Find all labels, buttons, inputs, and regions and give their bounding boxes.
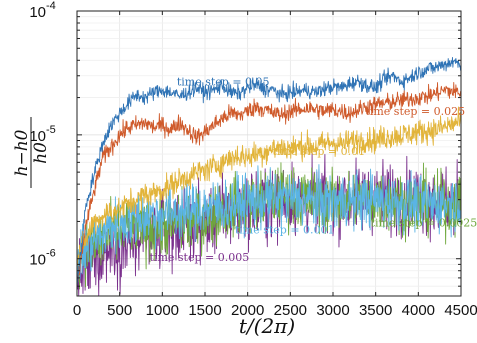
series-annotation: time step = 0.025 <box>365 105 465 118</box>
y-axis-label: h−h0 h0 <box>12 117 51 188</box>
y-tick-label-exponent: -6 <box>46 248 56 260</box>
annotations: time step = 0.05 time step = 0.025 time st… <box>150 76 477 264</box>
x-tick-label: 1000 <box>146 302 179 319</box>
y-tick-label-exponent: -4 <box>46 0 56 12</box>
series-line <box>76 164 462 280</box>
x-tick-label: 4500 <box>444 302 477 319</box>
x-tick-label: 0 <box>73 302 81 319</box>
y-tick-label: 10 <box>29 252 46 269</box>
x-tick-label: 1500 <box>188 302 221 319</box>
y-tick-label: 10 <box>29 128 46 145</box>
x-tick-label: 2500 <box>274 302 307 319</box>
y-axis-label-numerator: h−h0 <box>12 129 32 176</box>
series-line <box>76 57 462 286</box>
x-tick-label: 3000 <box>316 302 349 319</box>
series-line <box>76 82 462 284</box>
ticks <box>76 10 462 297</box>
series-layer <box>76 57 462 297</box>
y-tick-label-exponent: -5 <box>46 124 56 136</box>
series-annotation: time step = 0.001 <box>235 223 335 236</box>
x-tick-label: 500 <box>107 302 132 319</box>
series-annotation: time step = 0.05 <box>177 76 270 89</box>
series-annotation: time step = 0.01 <box>272 145 365 158</box>
plot-frame <box>76 10 462 297</box>
y-tick-label: 10 <box>29 4 46 21</box>
series-annotation: time step = 0.0025 <box>371 217 477 230</box>
x-tick-label: 2000 <box>231 302 264 319</box>
series-line <box>76 106 462 266</box>
x-tick-label: 3500 <box>359 302 392 319</box>
x-axis-label: t/(2π) <box>239 314 295 338</box>
series-annotation: time step = 0.005 <box>150 251 250 264</box>
y-axis-label-denominator: h0 <box>31 142 51 164</box>
x-tick-label: 4000 <box>402 302 435 319</box>
